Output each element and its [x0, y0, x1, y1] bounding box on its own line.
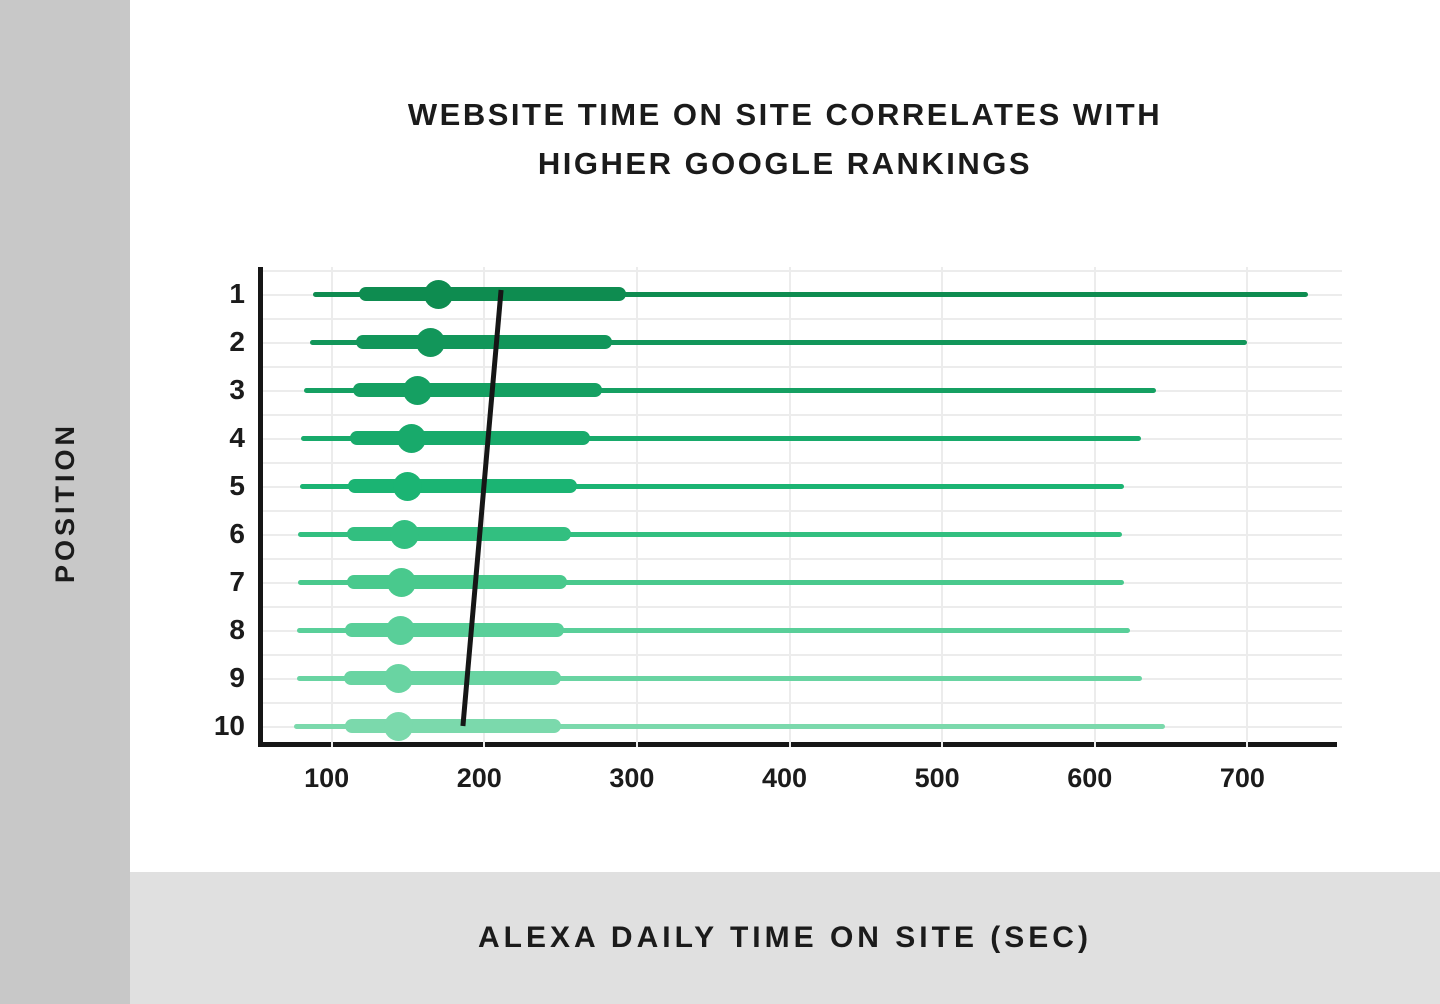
whisker-range — [304, 388, 1156, 393]
x-axis-title: ALEXA DAILY TIME ON SITE (SEC) — [478, 921, 1092, 954]
whisker-range — [296, 628, 1130, 633]
gridline-horizontal — [263, 702, 1342, 704]
left-gray-panel: POSITION — [0, 0, 130, 1004]
gridline-horizontal — [263, 414, 1342, 416]
gridline-horizontal — [263, 270, 1342, 272]
whisker-range — [298, 532, 1123, 537]
whisker-range — [298, 580, 1124, 585]
whisker-range — [293, 724, 1165, 729]
y-tick-label: 8 — [229, 614, 245, 645]
x-tick-label: 200 — [456, 763, 502, 793]
median-dot — [387, 567, 417, 597]
gridline-vertical — [1246, 267, 1249, 747]
median-dot — [384, 663, 414, 693]
y-tick-label: 6 — [229, 518, 245, 549]
y-tick-label: 3 — [229, 374, 245, 405]
gridline-vertical — [1093, 267, 1096, 747]
x-tick-label: 300 — [609, 763, 655, 793]
y-tick-label: 4 — [229, 422, 245, 453]
gridline-horizontal — [263, 510, 1342, 512]
whisker-range — [296, 676, 1143, 681]
y-tick-label: 1 — [229, 278, 245, 309]
chart-title-line-2: HIGHER GOOGLE RANKINGS — [537, 146, 1033, 181]
y-axis-title: POSITION — [49, 421, 80, 583]
median-dot — [393, 471, 423, 501]
median-dot — [390, 519, 420, 549]
gridline-horizontal — [263, 462, 1342, 464]
median-dot — [384, 711, 414, 741]
y-tick-label: 9 — [229, 662, 245, 693]
gridline-vertical — [788, 267, 791, 747]
gridline-horizontal — [263, 318, 1342, 320]
median-dot — [424, 279, 453, 309]
y-tick-label: 10 — [213, 710, 245, 741]
whisker-range — [310, 340, 1248, 345]
gridline-horizontal — [263, 654, 1342, 656]
y-tick-label: 2 — [229, 326, 245, 357]
plot-area — [258, 267, 1342, 747]
median-dot — [385, 615, 415, 645]
gridline-vertical — [635, 267, 638, 747]
trend-line — [460, 289, 504, 727]
gridline-horizontal — [263, 366, 1342, 368]
chart-title: WEBSITE TIME ON SITE CORRELATES WITH HIG… — [130, 90, 1440, 188]
whisker-range — [313, 292, 1309, 297]
median-dot — [402, 375, 432, 405]
x-tick-label: 400 — [761, 763, 808, 793]
x-tick-label: 700 — [1219, 763, 1265, 793]
whisker-range — [301, 436, 1141, 441]
y-tick-label: 5 — [229, 470, 245, 501]
x-axis-title-band: ALEXA DAILY TIME ON SITE (SEC) — [130, 872, 1440, 1004]
gridline-vertical — [941, 267, 944, 747]
y-tick-label: 7 — [229, 566, 245, 597]
median-dot — [416, 327, 446, 357]
chart-title-line-1: WEBSITE TIME ON SITE CORRELATES WITH — [407, 97, 1163, 132]
whisker-range — [299, 484, 1124, 489]
gridline-vertical — [330, 267, 333, 747]
gridline-horizontal — [263, 558, 1342, 560]
chart-card: WEBSITE TIME ON SITE CORRELATES WITH HIG… — [130, 0, 1440, 872]
x-tick-label: 100 — [304, 763, 350, 793]
x-tick-label: 500 — [914, 763, 960, 793]
x-tick-label: 600 — [1067, 763, 1113, 793]
gridline-horizontal — [263, 606, 1342, 608]
median-dot — [396, 423, 426, 453]
